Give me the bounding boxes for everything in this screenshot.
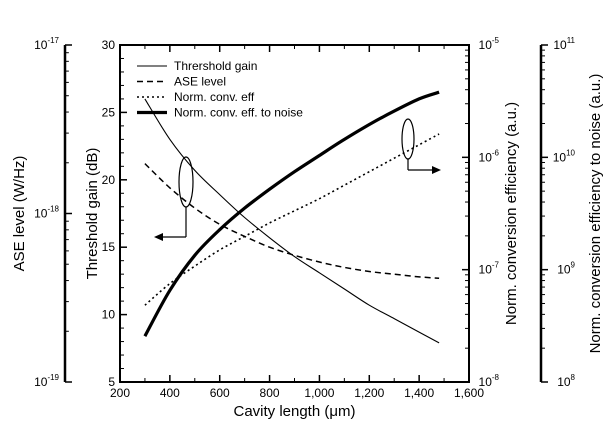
x-tick-label: 400 bbox=[160, 386, 180, 400]
gain-tick-label: 15 bbox=[102, 240, 116, 254]
legend-label-3: Norm. conv. eff. to noise bbox=[174, 106, 303, 120]
eff-tick-label-base: 10 bbox=[479, 38, 493, 52]
series-line-0 bbox=[144, 98, 440, 344]
noise-tick-label: 108 bbox=[557, 373, 575, 389]
gain-tick-label: 30 bbox=[102, 38, 116, 52]
noise-tick-label-base: 10 bbox=[557, 375, 571, 389]
gain-tick-label: 5 bbox=[108, 375, 115, 389]
series-line-3 bbox=[143, 90, 440, 337]
ase-tick-label-exponent: -18 bbox=[47, 205, 59, 214]
eff-axis-title: Norm. conversion efficiency (a.u.) bbox=[503, 102, 520, 325]
gain-tick-label: 10 bbox=[102, 308, 116, 322]
noise-tick-label-exponent: 10 bbox=[566, 148, 575, 157]
ase-tick-label: 10-19 bbox=[34, 373, 59, 389]
x-tick-label: 1,400 bbox=[404, 386, 434, 400]
left-arrow-head bbox=[154, 233, 163, 241]
x-tick-label: 200 bbox=[110, 386, 130, 400]
threshold-gain-axis: 5 10 15 20 25 30 Threshold gain (dB) bbox=[84, 38, 127, 389]
right-series-ellipse bbox=[401, 118, 415, 160]
ase-tick-label-base: 10 bbox=[34, 38, 48, 52]
noise-tick-label-base: 10 bbox=[553, 38, 567, 52]
eff-tick-label: 10-6 bbox=[479, 148, 500, 164]
x-tick-label: 1,000 bbox=[304, 386, 334, 400]
series-line-2 bbox=[144, 133, 440, 306]
left-series-ellipse bbox=[178, 156, 194, 208]
ase-tick-label-base: 10 bbox=[34, 375, 48, 389]
eff-tick-label-exponent: -8 bbox=[492, 373, 500, 382]
ase-axis-title: ASE level (W/Hz) bbox=[11, 156, 28, 272]
noise-tick-label-exponent: 8 bbox=[571, 373, 576, 382]
noise-tick-label-exponent: 11 bbox=[567, 36, 576, 45]
gain-axis-title: Threshold gain (dB) bbox=[84, 148, 101, 280]
gain-tick-label: 25 bbox=[102, 105, 116, 119]
ase-tick-label-exponent: -17 bbox=[47, 36, 59, 45]
ase-tick-label-base: 10 bbox=[34, 207, 48, 221]
eff-tick-label-base: 10 bbox=[479, 263, 493, 277]
series-layer bbox=[143, 90, 440, 344]
plot-border bbox=[119, 44, 470, 383]
plot-frame bbox=[119, 44, 470, 383]
ase-tick-label: 10-17 bbox=[34, 36, 59, 52]
eff-tick-label-exponent: -6 bbox=[492, 148, 500, 157]
legend-label-2: Norm. conv. eff bbox=[174, 90, 255, 104]
eff-tick-label-exponent: -7 bbox=[492, 261, 500, 270]
x-tick-label: 600 bbox=[210, 386, 230, 400]
ase-tick-label-exponent: -19 bbox=[47, 373, 59, 382]
noise-tick-label: 1011 bbox=[553, 36, 575, 52]
legend-label-0: Thrershold gain bbox=[174, 59, 257, 73]
eff-tick-label-exponent: -5 bbox=[492, 36, 500, 45]
noise-axis-title: Norm. conversion efficiency to noise (a.… bbox=[587, 74, 604, 354]
x-tick-label: 800 bbox=[260, 386, 280, 400]
noise-tick-label: 1010 bbox=[553, 148, 576, 164]
x-tick-label: 1,600 bbox=[454, 386, 484, 400]
x-axis-title: Cavity length (μm) bbox=[233, 403, 355, 420]
noise-tick-label: 109 bbox=[557, 261, 575, 277]
eff-tick-label-base: 10 bbox=[479, 375, 493, 389]
right-arrow-head bbox=[432, 166, 441, 174]
noise-tick-label-base: 10 bbox=[553, 150, 567, 164]
eff-tick-label: 10-5 bbox=[479, 36, 500, 52]
noise-tick-label-exponent: 9 bbox=[571, 261, 576, 270]
eff-tick-label: 10-8 bbox=[479, 373, 500, 389]
eff-tick-label-base: 10 bbox=[479, 150, 493, 164]
noise-tick-label-base: 10 bbox=[557, 263, 571, 277]
gain-tick-label: 20 bbox=[102, 173, 116, 187]
annotations bbox=[154, 118, 441, 241]
legend-label-1: ASE level bbox=[174, 75, 226, 89]
x-tick-label: 1,200 bbox=[354, 386, 384, 400]
ase-tick-label: 10-18 bbox=[34, 205, 59, 221]
eff-tick-label: 10-7 bbox=[479, 261, 500, 277]
x-axis: 200 400 600 800 1,000 1,200 1,400 1,600 Cavity l… bbox=[110, 45, 484, 420]
